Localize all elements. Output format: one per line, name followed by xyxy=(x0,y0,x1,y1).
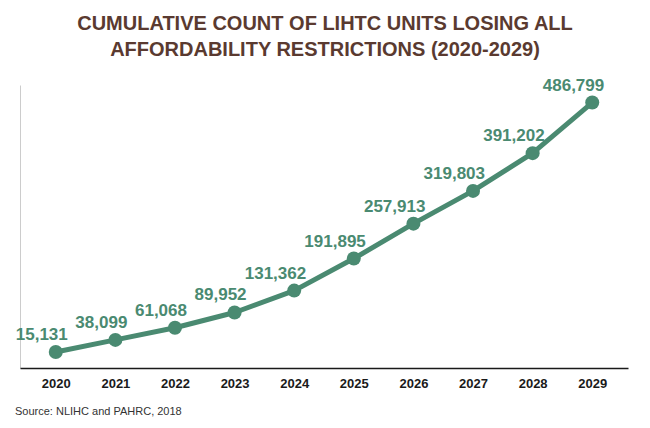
source: Source: NLIHC and PAHRC, 2018 xyxy=(15,405,182,417)
data-label: 61,068 xyxy=(135,301,187,320)
marker xyxy=(108,333,122,347)
x-tick: 2025 xyxy=(340,368,369,391)
x-tick: 2028 xyxy=(519,368,548,391)
x-tick: 2026 xyxy=(399,368,428,391)
plot-area xyxy=(49,96,599,359)
marker xyxy=(49,345,63,359)
data-label: 486,799 xyxy=(543,76,604,95)
x-axis-line xyxy=(21,368,629,370)
chart: CUMULATIVE COUNT OF LIHTC UNITS LOSING A… xyxy=(0,0,650,428)
x-tick-label: 2026 xyxy=(399,376,428,391)
data-label: 89,952 xyxy=(195,285,247,304)
x-axis: 2020 2021 2022 2023 2024 2025 2026 2027 2028 2029 xyxy=(21,368,629,391)
marker xyxy=(526,146,540,160)
data-label: 131,362 xyxy=(245,264,306,283)
marker xyxy=(168,321,182,335)
marker xyxy=(466,184,480,198)
x-tick-label: 2023 xyxy=(221,376,250,391)
data-label: 391,202 xyxy=(483,126,544,145)
x-tick: 2022 xyxy=(161,368,190,391)
x-tick-label: 2028 xyxy=(519,376,548,391)
data-label: 15,131 xyxy=(16,325,68,344)
data-label: 319,803 xyxy=(424,164,485,183)
marker xyxy=(228,305,242,319)
title: CUMULATIVE COUNT OF LIHTC UNITS LOSING A… xyxy=(77,12,573,60)
x-tick-label: 2024 xyxy=(280,376,310,391)
x-tick: 2027 xyxy=(459,368,488,391)
title-line: AFFORDABILITY RESTRICTIONS (2020-2029) xyxy=(110,38,540,60)
data-label: 257,913 xyxy=(364,197,425,216)
x-tick: 2029 xyxy=(578,368,607,391)
x-tick-label: 2027 xyxy=(459,376,488,391)
x-tick: 2023 xyxy=(221,368,250,391)
x-tick-label: 2022 xyxy=(161,376,190,391)
marker xyxy=(347,252,361,266)
marker xyxy=(406,217,420,231)
data-label: 191,895 xyxy=(304,232,365,251)
x-tick: 2021 xyxy=(101,368,130,391)
data-label: 38,099 xyxy=(75,313,127,332)
x-tick: 2024 xyxy=(280,368,310,391)
x-tick: 2020 xyxy=(42,368,71,391)
data-labels: 15,131 38,099 61,068 89,952 131,362 191,895 25… xyxy=(16,76,604,344)
line xyxy=(56,103,592,353)
title-line: CUMULATIVE COUNT OF LIHTC UNITS LOSING A… xyxy=(77,12,573,34)
x-tick-label: 2021 xyxy=(101,376,130,391)
x-tick-label: 2025 xyxy=(340,376,369,391)
x-tick-label: 2020 xyxy=(42,376,71,391)
x-tick-label: 2029 xyxy=(578,376,607,391)
marker xyxy=(287,284,301,298)
marker xyxy=(585,96,599,110)
